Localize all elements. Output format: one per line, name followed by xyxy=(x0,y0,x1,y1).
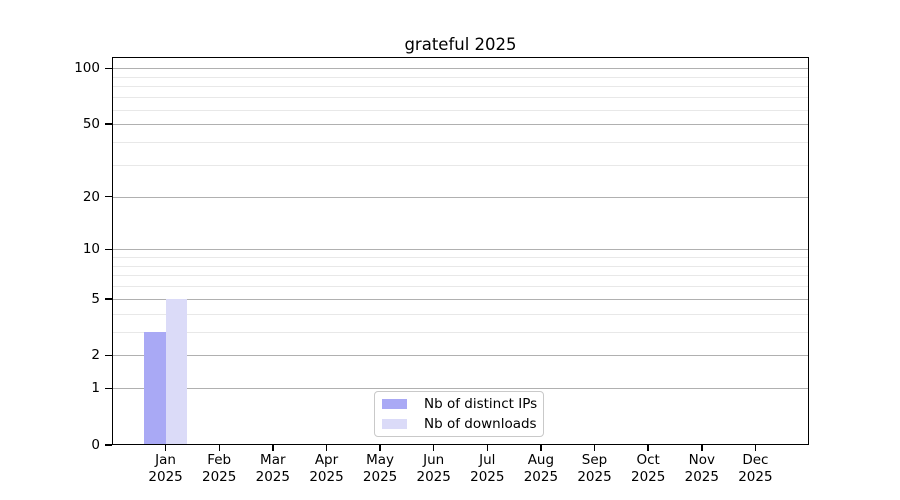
gridline-minor xyxy=(112,164,809,166)
plot-area xyxy=(112,57,809,445)
gridline-minor xyxy=(112,141,809,143)
legend-label-downloads: Nb of downloads xyxy=(424,416,537,432)
gridline-minor xyxy=(112,76,809,78)
legend-row-distinct-ips: Nb of distinct IPs xyxy=(382,396,538,412)
y-tick-mark xyxy=(105,387,112,390)
x-tick-mark xyxy=(164,445,167,451)
legend-row-downloads: Nb of downloads xyxy=(382,416,537,432)
y-tick-mark xyxy=(105,248,112,250)
y-tick-mark xyxy=(105,67,112,70)
x-tick-label: Feb 2025 xyxy=(202,452,237,485)
x-tick-label: May 2025 xyxy=(362,452,398,485)
x-tick-mark xyxy=(540,445,542,451)
y-tick-label: 20 xyxy=(82,188,100,205)
chart-title: grateful 2025 xyxy=(404,35,517,54)
gridline-minor xyxy=(112,265,809,267)
gridline-major xyxy=(112,68,809,70)
x-tick-mark xyxy=(218,445,220,451)
gridline-major xyxy=(112,196,809,198)
gridline-major xyxy=(112,298,809,300)
gridline-major xyxy=(112,249,809,251)
legend: Nb of distinct IPs Nb of downloads xyxy=(374,391,544,437)
gridline-major xyxy=(112,355,809,357)
bar-nb-of-downloads-jan xyxy=(165,298,188,445)
x-tick-mark xyxy=(272,445,274,451)
gridline-minor xyxy=(112,257,809,259)
x-tick-label: Apr 2025 xyxy=(309,452,344,485)
x-tick-mark xyxy=(754,445,757,451)
y-tick-label: 0 xyxy=(91,437,100,453)
legend-label-distinct-ips: Nb of distinct IPs xyxy=(424,396,538,412)
y-tick-mark xyxy=(105,354,112,357)
bar-nb-of-distinct-ips-jan xyxy=(144,331,166,445)
gridline-minor xyxy=(112,313,809,315)
y-tick-label: 50 xyxy=(82,116,100,133)
x-tick-mark xyxy=(701,445,703,451)
x-tick-mark xyxy=(486,445,489,451)
x-tick-label: Mar 2025 xyxy=(255,452,290,485)
x-tick-mark xyxy=(379,445,381,451)
x-tick-label: Jul 2025 xyxy=(470,452,505,485)
gridline-minor xyxy=(112,286,809,288)
x-tick-label: Jun 2025 xyxy=(416,452,451,485)
y-tick-label: 2 xyxy=(91,347,100,364)
x-tick-label: Dec 2025 xyxy=(738,452,773,485)
y-tick-label: 100 xyxy=(74,60,100,77)
x-tick-label: Sep 2025 xyxy=(577,452,612,485)
gridline-major xyxy=(112,124,809,126)
y-tick-label: 5 xyxy=(91,290,100,307)
x-tick-mark xyxy=(325,445,328,451)
gridline-minor xyxy=(112,97,809,99)
x-tick-mark xyxy=(647,445,649,451)
gridline-minor xyxy=(112,86,809,88)
y-tick-label: 1 xyxy=(91,380,100,397)
legend-swatch-downloads xyxy=(382,419,407,429)
legend-swatch-distinct-ips xyxy=(382,399,407,409)
y-tick-mark xyxy=(105,298,112,300)
gridline-minor xyxy=(112,275,809,277)
gridline-minor xyxy=(112,109,809,111)
x-tick-label: Nov 2025 xyxy=(684,452,719,485)
y-tick-mark xyxy=(105,444,112,446)
x-tick-label: Jan 2025 xyxy=(148,452,183,485)
x-tick-mark xyxy=(593,445,596,451)
y-tick-mark xyxy=(105,123,112,125)
gridline-major xyxy=(112,388,809,390)
x-tick-label: Aug 2025 xyxy=(523,452,559,485)
x-tick-label: Oct 2025 xyxy=(631,452,666,485)
y-tick-mark xyxy=(105,195,112,198)
x-tick-mark xyxy=(432,445,435,451)
y-tick-label: 10 xyxy=(82,241,100,258)
gridline-minor xyxy=(112,331,809,333)
